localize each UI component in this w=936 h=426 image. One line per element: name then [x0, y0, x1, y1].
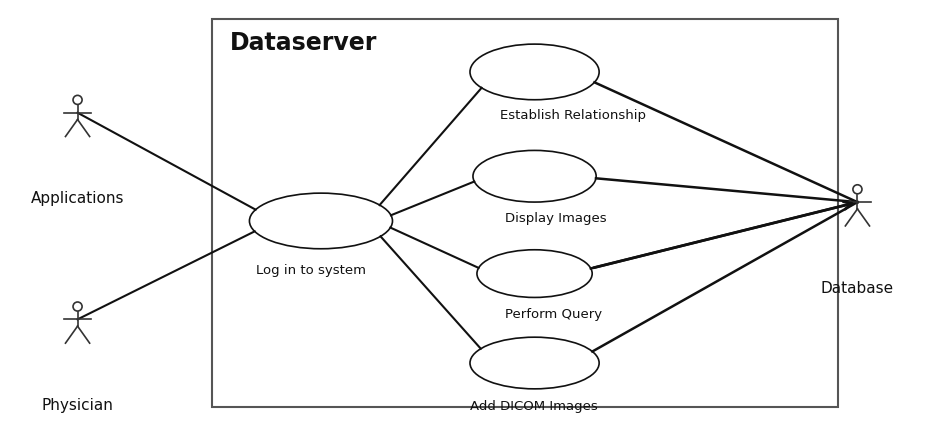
- Text: Perform Query: Perform Query: [505, 308, 602, 321]
- Text: Applications: Applications: [31, 191, 124, 206]
- Text: Dataserver: Dataserver: [229, 31, 377, 55]
- Text: Database: Database: [821, 281, 894, 296]
- Text: Establish Relationship: Establish Relationship: [500, 109, 646, 122]
- Text: Log in to system: Log in to system: [256, 264, 366, 276]
- Bar: [212, 19, 838, 407]
- Text: Add DICOM Images: Add DICOM Images: [470, 400, 598, 413]
- Text: Physician: Physician: [41, 398, 113, 413]
- Text: Display Images: Display Images: [505, 212, 607, 225]
